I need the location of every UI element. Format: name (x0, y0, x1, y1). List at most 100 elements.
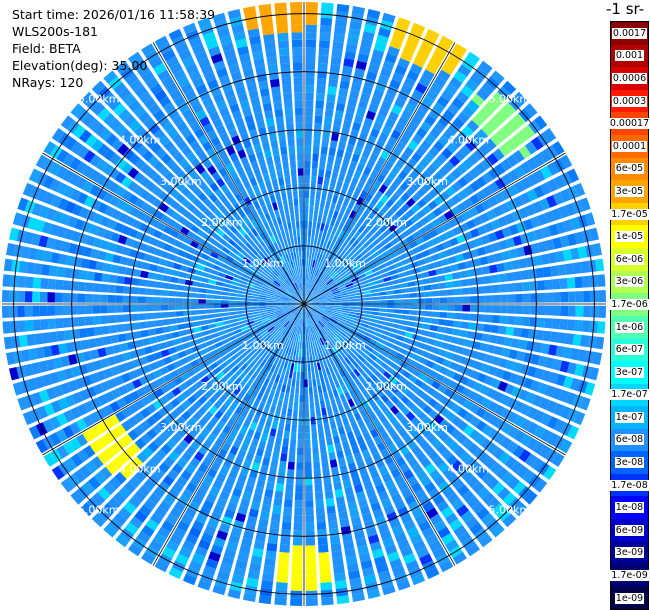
beta-gate-cell (515, 293, 523, 303)
beta-gate-cell (387, 443, 398, 454)
beta-gate-cell (407, 321, 416, 327)
beta-gate-cell (95, 158, 108, 172)
colorbar-level: 0.0017 (611, 22, 648, 45)
beta-gate-cell (311, 371, 316, 380)
beta-gate-cell (107, 97, 121, 111)
beta-gate-cell (483, 375, 494, 386)
beta-gate-cell (69, 421, 81, 435)
beta-gate-cell (265, 550, 277, 560)
beta-gate-cell (248, 445, 257, 455)
beta-gate-cell (315, 499, 325, 508)
beta-gate-cell (405, 411, 416, 422)
beta-gate-cell (380, 497, 392, 508)
beta-gate-cell (414, 488, 427, 500)
beta-gate-cell (279, 264, 285, 273)
beta-gate-cell (85, 293, 93, 303)
beta-gate-cell (354, 334, 363, 341)
beta-gate-cell (169, 229, 180, 239)
beta-gate-cell (304, 326, 306, 335)
beta-gate-cell (293, 251, 297, 260)
beta-gate-cell (192, 519, 205, 531)
beta-gate-cell (315, 506, 325, 516)
beta-gate-cell (351, 239, 360, 248)
beta-gate-cell (291, 24, 303, 33)
beta-gate-cell (466, 119, 480, 133)
beta-gate-cell (269, 404, 277, 414)
beta-gate-cell (544, 210, 555, 224)
beta-gate-cell (294, 206, 299, 214)
beta-gate-cell (128, 99, 142, 113)
beta-gate-cell (304, 341, 307, 350)
beta-gate-cell (431, 346, 441, 355)
beta-gate-cell (371, 206, 380, 216)
beta-gate-cell (376, 342, 385, 349)
beta-gate-cell (292, 183, 298, 192)
beta-gate-cell (247, 395, 256, 405)
beta-gate-cell (180, 243, 190, 252)
beta-gate-cell (322, 286, 330, 292)
colorbar-level: 0.0003 (611, 89, 648, 113)
beta-gate-cell (293, 522, 303, 531)
beta-gate-cell (237, 209, 246, 219)
beta-gate-cell (311, 431, 318, 440)
beta-gate-cell (454, 446, 466, 458)
beta-gate-cell (168, 146, 180, 158)
beta-gate-cell (221, 295, 229, 300)
beta-gate-cell (377, 233, 386, 242)
beta-gate-cell (282, 254, 288, 263)
beta-gate-cell (285, 261, 291, 270)
beta-gate-cell (225, 345, 235, 353)
beta-gate-cell (348, 237, 356, 246)
beta-gate-cell (196, 337, 206, 344)
beta-gate-cell (411, 267, 421, 275)
beta-gate-cell (361, 124, 371, 135)
beta-gate-cell (261, 205, 269, 215)
beta-gate-cell (428, 488, 441, 500)
beta-gate-cell (305, 567, 317, 576)
beta-gate-cell (290, 583, 303, 591)
beta-gate-cell (481, 471, 494, 485)
beta-gate-cell (513, 429, 526, 443)
beta-gate-cell (402, 164, 413, 175)
beta-gate-cell (242, 139, 252, 149)
beta-gate-cell (209, 213, 219, 223)
beta-gate-cell (289, 306, 297, 310)
beta-gate-cell (486, 476, 500, 490)
beta-gate-cell (192, 400, 202, 411)
beta-gate-cell (486, 344, 496, 354)
beta-gate-cell (402, 433, 413, 444)
beta-gate-cell (400, 319, 409, 326)
beta-gate-cell (258, 400, 266, 410)
beta-gate-cell (8, 227, 20, 242)
beta-gate-cell (280, 344, 286, 353)
beta-gate-cell (445, 369, 456, 379)
beta-gate-cell (221, 441, 232, 452)
beta-gate-cell (92, 283, 102, 293)
beta-gate-cell (426, 507, 439, 520)
beta-gate-cell (457, 111, 470, 124)
beta-gate-cell (325, 308, 334, 312)
beta-gate-cell (404, 269, 414, 277)
beta-gate-cell (198, 314, 207, 320)
beta-gate-cell (308, 213, 313, 222)
beta-gate-cell (145, 372, 156, 382)
beta-gate-cell (107, 219, 118, 230)
beta-gate-cell (323, 123, 332, 133)
beta-gate-cell (206, 228, 216, 237)
beta-gate-cell (194, 546, 208, 558)
beta-gate-cell (470, 134, 483, 147)
beta-gate-cell (152, 369, 163, 379)
beta-gate-cell (418, 356, 428, 365)
beta-gate-cell (353, 264, 361, 271)
beta-gate-cell (257, 337, 265, 345)
beta-gate-cell (272, 320, 280, 327)
beta-gate-cell (304, 394, 309, 403)
colorbar-level: 1e-06 (611, 315, 648, 339)
beta-gate-cell (202, 31, 217, 43)
beta-gate-cell (465, 516, 479, 529)
beta-gate-cell (213, 313, 222, 318)
beta-gate-cell (469, 429, 481, 441)
beta-gate-cell (548, 252, 558, 264)
beta-gate-cell (373, 163, 383, 173)
beta-gate-cell (102, 418, 114, 431)
